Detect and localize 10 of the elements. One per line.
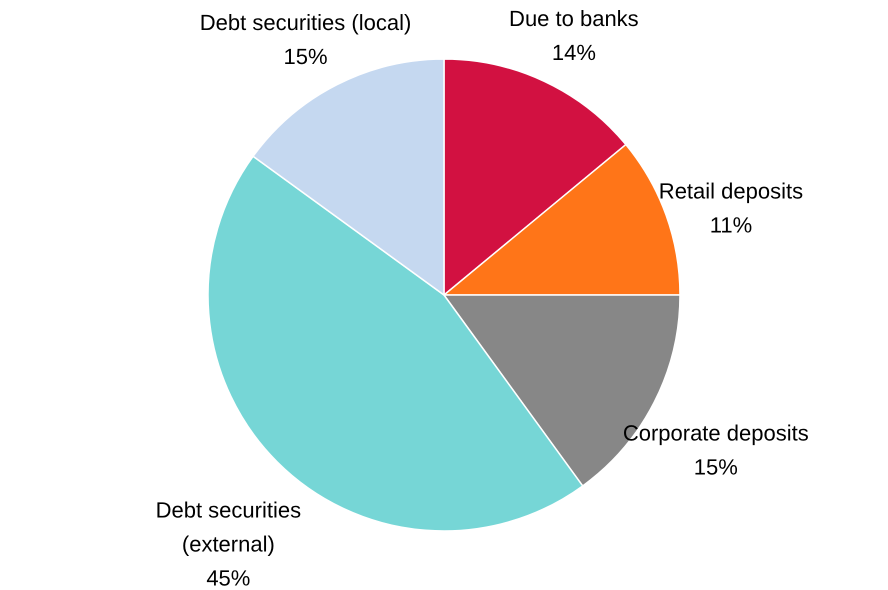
slice-label: Due to banks	[509, 6, 639, 32]
slice-label: Debt securities (local)	[200, 10, 412, 36]
slice-label: Retail deposits	[658, 178, 804, 204]
data-label: 15%	[284, 44, 328, 70]
slice-label: Debt securities (external)	[156, 498, 302, 557]
data-label: 14%	[552, 40, 596, 66]
data-label: 11%	[710, 212, 752, 238]
data-label: 45%	[206, 566, 250, 590]
slice-label: Corporate deposits	[622, 420, 809, 446]
data-label: 15%	[694, 454, 738, 480]
